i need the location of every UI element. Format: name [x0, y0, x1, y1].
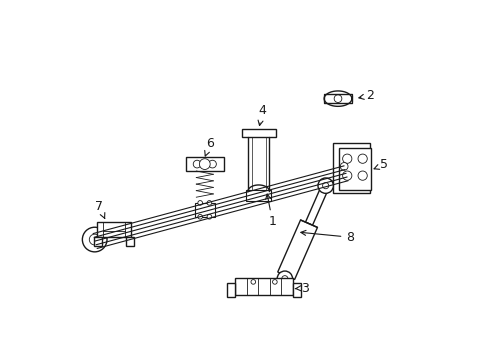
Circle shape — [272, 280, 277, 284]
Circle shape — [207, 215, 211, 219]
Circle shape — [342, 171, 351, 180]
Text: 5: 5 — [373, 158, 387, 171]
Circle shape — [250, 280, 255, 284]
Polygon shape — [305, 184, 328, 225]
FancyBboxPatch shape — [126, 237, 134, 247]
Text: 6: 6 — [204, 137, 214, 156]
Text: 2: 2 — [358, 89, 373, 102]
Circle shape — [340, 163, 347, 170]
Circle shape — [335, 162, 355, 182]
Text: 3: 3 — [295, 282, 308, 294]
Text: 7: 7 — [95, 200, 104, 219]
FancyBboxPatch shape — [194, 203, 214, 217]
Circle shape — [207, 201, 211, 205]
Circle shape — [357, 154, 366, 163]
Circle shape — [198, 215, 202, 219]
Circle shape — [199, 159, 210, 170]
Circle shape — [341, 168, 349, 176]
Text: 1: 1 — [265, 194, 276, 228]
FancyBboxPatch shape — [241, 130, 275, 137]
FancyBboxPatch shape — [293, 283, 301, 297]
Text: 8: 8 — [300, 230, 354, 244]
Circle shape — [208, 160, 216, 168]
FancyBboxPatch shape — [333, 143, 369, 193]
FancyBboxPatch shape — [97, 222, 131, 237]
Circle shape — [281, 276, 287, 282]
Circle shape — [193, 160, 201, 168]
Text: 4: 4 — [258, 104, 266, 126]
FancyBboxPatch shape — [185, 157, 224, 171]
Polygon shape — [277, 220, 317, 279]
Circle shape — [322, 183, 328, 189]
FancyBboxPatch shape — [246, 190, 270, 201]
Circle shape — [198, 201, 202, 205]
FancyBboxPatch shape — [234, 278, 293, 295]
Circle shape — [317, 178, 333, 193]
FancyBboxPatch shape — [338, 148, 370, 190]
FancyBboxPatch shape — [94, 237, 102, 247]
Circle shape — [277, 271, 292, 287]
Circle shape — [82, 227, 107, 252]
FancyBboxPatch shape — [226, 283, 234, 297]
Circle shape — [357, 171, 366, 180]
Circle shape — [333, 95, 341, 103]
Circle shape — [89, 234, 100, 245]
Circle shape — [342, 154, 351, 163]
